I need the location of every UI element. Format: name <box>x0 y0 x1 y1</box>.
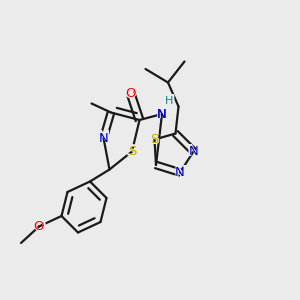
Text: H: H <box>165 95 174 106</box>
Text: N: N <box>157 107 167 121</box>
Text: S: S <box>149 132 160 147</box>
Text: O: O <box>34 220 44 233</box>
Text: S: S <box>150 133 159 146</box>
Text: H: H <box>164 94 175 107</box>
Text: N: N <box>173 165 187 180</box>
Text: N: N <box>187 144 200 159</box>
Text: N: N <box>155 106 169 122</box>
Text: O: O <box>32 219 46 234</box>
Text: S: S <box>126 144 138 159</box>
Text: N: N <box>189 145 198 158</box>
Text: O: O <box>124 85 137 100</box>
Text: O: O <box>125 86 136 100</box>
Text: N: N <box>175 166 185 179</box>
Text: S: S <box>128 145 136 158</box>
Text: N: N <box>155 106 169 122</box>
Text: N: N <box>157 107 167 121</box>
Text: N: N <box>97 130 110 146</box>
Text: N: N <box>99 131 108 145</box>
